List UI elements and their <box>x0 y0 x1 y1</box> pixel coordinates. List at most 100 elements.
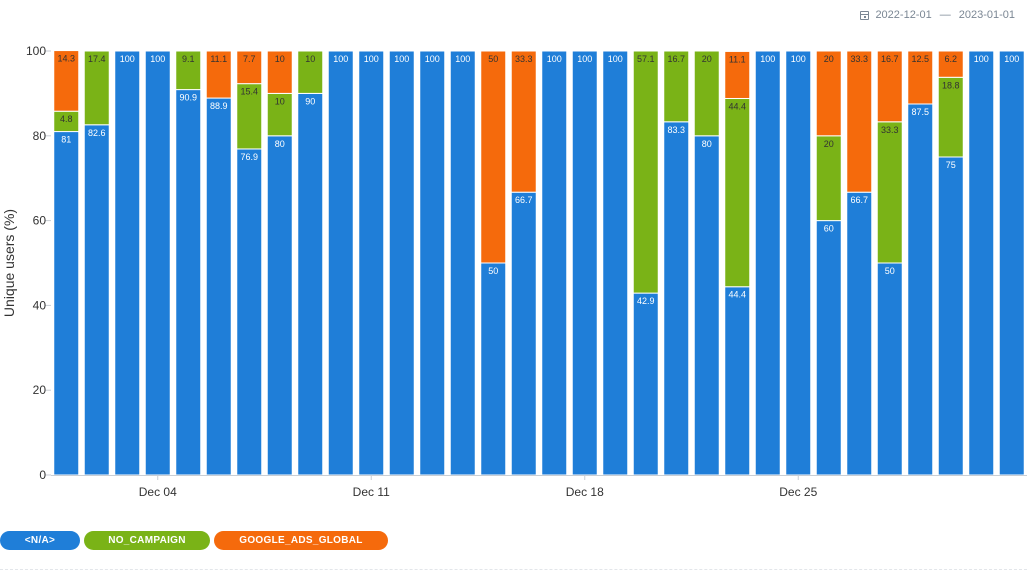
data-label: 100 <box>425 54 440 64</box>
bar-segment-na <box>236 148 263 476</box>
data-label: 17.4 <box>88 54 106 64</box>
x-tick-label: Dec 18 <box>566 485 604 499</box>
bar-segment-na <box>602 50 629 476</box>
y-tick-label: 0 <box>39 468 46 482</box>
bar-segment-na <box>144 50 171 476</box>
bar-segment-google-ads-global <box>876 50 903 123</box>
data-label: 100 <box>333 54 348 64</box>
date-range-picker[interactable]: 2022-12-01 — 2023-01-01 <box>860 8 1015 22</box>
y-axis-title: Unique users (%) <box>1 209 17 317</box>
data-label: 100 <box>791 54 806 64</box>
data-label: 11.1 <box>729 54 746 64</box>
bar-segment-na <box>754 50 781 476</box>
data-label: 33.3 <box>515 54 533 64</box>
data-label: 100 <box>364 54 379 64</box>
x-tick-label: Dec 11 <box>353 485 390 499</box>
bar-segment-na <box>449 50 476 476</box>
y-tick-label: 40 <box>33 298 47 312</box>
data-label: 100 <box>150 54 165 64</box>
bar-segment-na <box>571 50 598 476</box>
stacked-bar-chart: 0 20 40 60 80 100 Unique users (%) 81 4.8 14.3 82.… <box>1 44 1027 499</box>
bar-segment-na <box>693 135 720 476</box>
bar-segment-google-ads-global <box>815 50 842 137</box>
bar-segment-na <box>663 121 690 476</box>
data-label: 100 <box>760 54 775 64</box>
data-label: 100 <box>1004 54 1019 64</box>
data-label: 44.4 <box>728 101 746 111</box>
bar-segment-na <box>815 220 842 476</box>
bar-segment-google-ads-global <box>510 50 537 193</box>
data-label: 66.7 <box>850 195 868 205</box>
bar-segment-na <box>480 262 507 476</box>
bar-segment-google-ads-global <box>846 50 873 193</box>
data-label: 60 <box>824 224 834 234</box>
data-label: 100 <box>547 54 562 64</box>
bar-segment-na <box>358 50 385 476</box>
data-label: 11.1 <box>210 54 227 64</box>
bar-segment-na <box>266 135 293 476</box>
data-label: 7.7 <box>243 54 256 64</box>
date-range-start: 2022-12-01 <box>875 9 932 21</box>
bar-segment-no-campaign <box>83 50 110 126</box>
data-label: 6.2 <box>944 54 957 64</box>
bar-segment-na <box>388 50 415 476</box>
bar-segment-no-campaign <box>297 50 324 94</box>
calendar-icon <box>860 10 870 20</box>
data-label: 4.8 <box>60 114 73 124</box>
data-label: 83.3 <box>667 125 685 135</box>
bar-segment-google-ads-global <box>53 50 80 112</box>
data-label: 42.9 <box>637 296 655 306</box>
legend-item-google-ads-global[interactable]: GOOGLE_ADS_GLOBAL <box>214 531 388 550</box>
data-label: 57.1 <box>637 54 655 64</box>
bar-segment-na <box>327 50 354 476</box>
bar-segment-no-campaign <box>663 50 690 123</box>
bar-segment-no-campaign <box>693 50 720 137</box>
bar-segment-na <box>907 103 934 476</box>
legend-item-na[interactable]: <N/A> <box>0 531 80 550</box>
data-label: 90 <box>305 96 315 106</box>
bar-segment-na <box>632 292 659 476</box>
bottom-divider <box>0 569 1027 570</box>
data-label: 10 <box>275 96 285 106</box>
data-label: 10 <box>305 54 315 64</box>
bar-segment-google-ads-global <box>480 50 507 264</box>
data-label: 33.3 <box>850 54 868 64</box>
bar-segment-google-ads-global <box>724 50 751 99</box>
y-tick-label: 60 <box>33 214 47 228</box>
data-label: 33.3 <box>881 125 899 135</box>
data-label: 90.9 <box>179 93 197 103</box>
data-label: 14.3 <box>57 54 75 64</box>
data-label: 16.7 <box>881 54 899 64</box>
data-label: 100 <box>608 54 623 64</box>
y-tick-label: 20 <box>33 383 47 397</box>
bar-segment-google-ads-global <box>937 50 964 78</box>
data-label: 9.1 <box>182 54 195 64</box>
bar-segment-na <box>968 50 995 476</box>
bar-segment-na <box>785 50 812 476</box>
data-label: 100 <box>455 54 470 64</box>
bar-segment-na <box>541 50 568 476</box>
data-label: 50 <box>488 266 498 276</box>
data-label: 76.9 <box>240 152 258 162</box>
data-label: 10 <box>275 54 285 64</box>
data-label: 18.8 <box>942 80 960 90</box>
data-label: 50 <box>885 266 895 276</box>
data-label: 12.5 <box>911 54 929 64</box>
data-label: 20 <box>824 54 834 64</box>
data-label: 82.6 <box>88 128 106 138</box>
bar-segment-na <box>510 191 537 476</box>
bar-segment-no-campaign <box>815 135 842 222</box>
data-label: 100 <box>394 54 409 64</box>
legend-item-no-campaign[interactable]: NO_CAMPAIGN <box>84 531 210 550</box>
data-label: 100 <box>120 54 135 64</box>
date-range-end: 2023-01-01 <box>958 9 1015 21</box>
data-label: 100 <box>974 54 989 64</box>
data-label: 80 <box>275 139 285 149</box>
bar-segment-na <box>53 131 80 476</box>
data-label: 15.4 <box>240 87 258 97</box>
bar-segment-google-ads-global <box>236 50 263 85</box>
bar-segment-na <box>846 191 873 476</box>
data-label: 20 <box>702 54 712 64</box>
data-label: 81 <box>61 135 71 145</box>
bar-segment-na <box>297 92 324 476</box>
